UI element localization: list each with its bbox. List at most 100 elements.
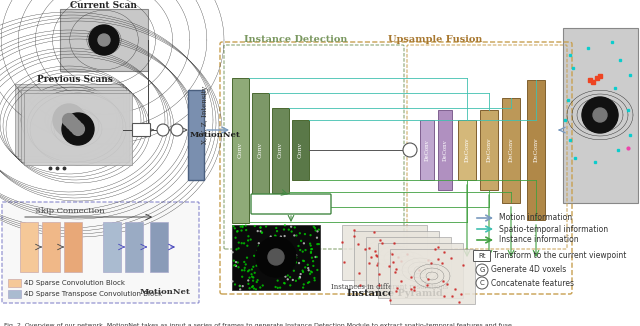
Point [275, 271, 285, 276]
Point [305, 232, 316, 238]
Point [252, 279, 262, 285]
Point [303, 268, 314, 273]
Text: MotionNet: MotionNet [140, 288, 191, 296]
Point [248, 278, 258, 283]
Bar [378, 243, 463, 298]
Point [298, 285, 308, 290]
Point [295, 247, 305, 253]
Point [271, 264, 282, 269]
Text: Previous Scans: Previous Scans [37, 76, 113, 84]
Text: Conv: Conv [257, 142, 262, 158]
Point [306, 243, 316, 248]
Text: G: G [160, 126, 166, 134]
Point [231, 259, 241, 265]
Bar [342, 225, 427, 280]
Point [314, 227, 324, 232]
Text: Concatenate features: Concatenate features [491, 278, 574, 288]
Point [236, 228, 246, 233]
Circle shape [256, 237, 296, 277]
Bar [502, 98, 520, 203]
Point [253, 241, 264, 246]
Text: DeConv: DeConv [534, 138, 538, 162]
Point [291, 278, 301, 283]
Point [300, 265, 310, 270]
Circle shape [72, 123, 84, 135]
Point [261, 262, 271, 268]
Point [250, 270, 260, 275]
Point [253, 244, 264, 249]
Point [272, 229, 282, 234]
Point [259, 256, 269, 261]
Point [305, 241, 315, 246]
Point [254, 260, 264, 265]
Circle shape [59, 110, 91, 142]
Bar [272, 108, 289, 193]
Point [259, 268, 269, 273]
Point [264, 245, 274, 251]
Point [272, 239, 282, 244]
Text: Skip Connection: Skip Connection [35, 207, 105, 215]
Circle shape [171, 124, 183, 136]
Bar [64, 222, 82, 272]
Point [230, 226, 240, 231]
Text: DeConv: DeConv [486, 138, 492, 162]
Point [283, 257, 293, 262]
Point [253, 278, 263, 283]
Point [229, 263, 239, 268]
Point [243, 238, 253, 243]
Point [296, 238, 306, 244]
Bar [18, 87, 126, 159]
Text: Rt: Rt [136, 126, 147, 134]
Point [289, 256, 300, 261]
Point [255, 225, 266, 230]
Point [248, 284, 258, 289]
Point [259, 253, 269, 259]
Bar [42, 222, 60, 272]
Point [273, 278, 283, 283]
Point [271, 284, 281, 289]
Circle shape [582, 97, 618, 133]
Point [247, 267, 257, 272]
Point [228, 258, 239, 263]
Point [290, 225, 300, 230]
Point [304, 279, 314, 285]
Point [271, 234, 281, 239]
Point [230, 282, 240, 287]
Circle shape [593, 108, 607, 122]
Point [312, 235, 322, 240]
Circle shape [268, 249, 284, 265]
Point [271, 225, 282, 230]
Point [307, 255, 317, 260]
Point [310, 228, 321, 233]
Point [285, 283, 296, 288]
Text: 4D Sparse Convolution Block: 4D Sparse Convolution Block [24, 280, 125, 286]
Point [244, 275, 255, 280]
Bar [125, 222, 143, 272]
Bar [354, 231, 439, 286]
Text: DeConv: DeConv [509, 138, 513, 162]
Point [284, 227, 294, 232]
Bar [252, 93, 269, 208]
Point [259, 246, 269, 252]
Point [232, 247, 242, 252]
Point [232, 229, 243, 234]
Point [246, 272, 257, 277]
Bar [366, 237, 451, 292]
Point [247, 274, 257, 279]
Point [255, 225, 266, 230]
Point [298, 258, 308, 263]
Point [308, 263, 319, 269]
Circle shape [98, 34, 110, 46]
Point [249, 286, 259, 291]
Point [244, 268, 254, 273]
Bar [438, 110, 452, 190]
Bar [563, 28, 638, 203]
Point [255, 265, 265, 271]
Point [303, 280, 313, 286]
Point [273, 271, 284, 276]
Point [314, 242, 324, 247]
Point [275, 239, 285, 244]
Point [296, 272, 306, 277]
Bar [8, 290, 21, 298]
Point [276, 234, 286, 239]
